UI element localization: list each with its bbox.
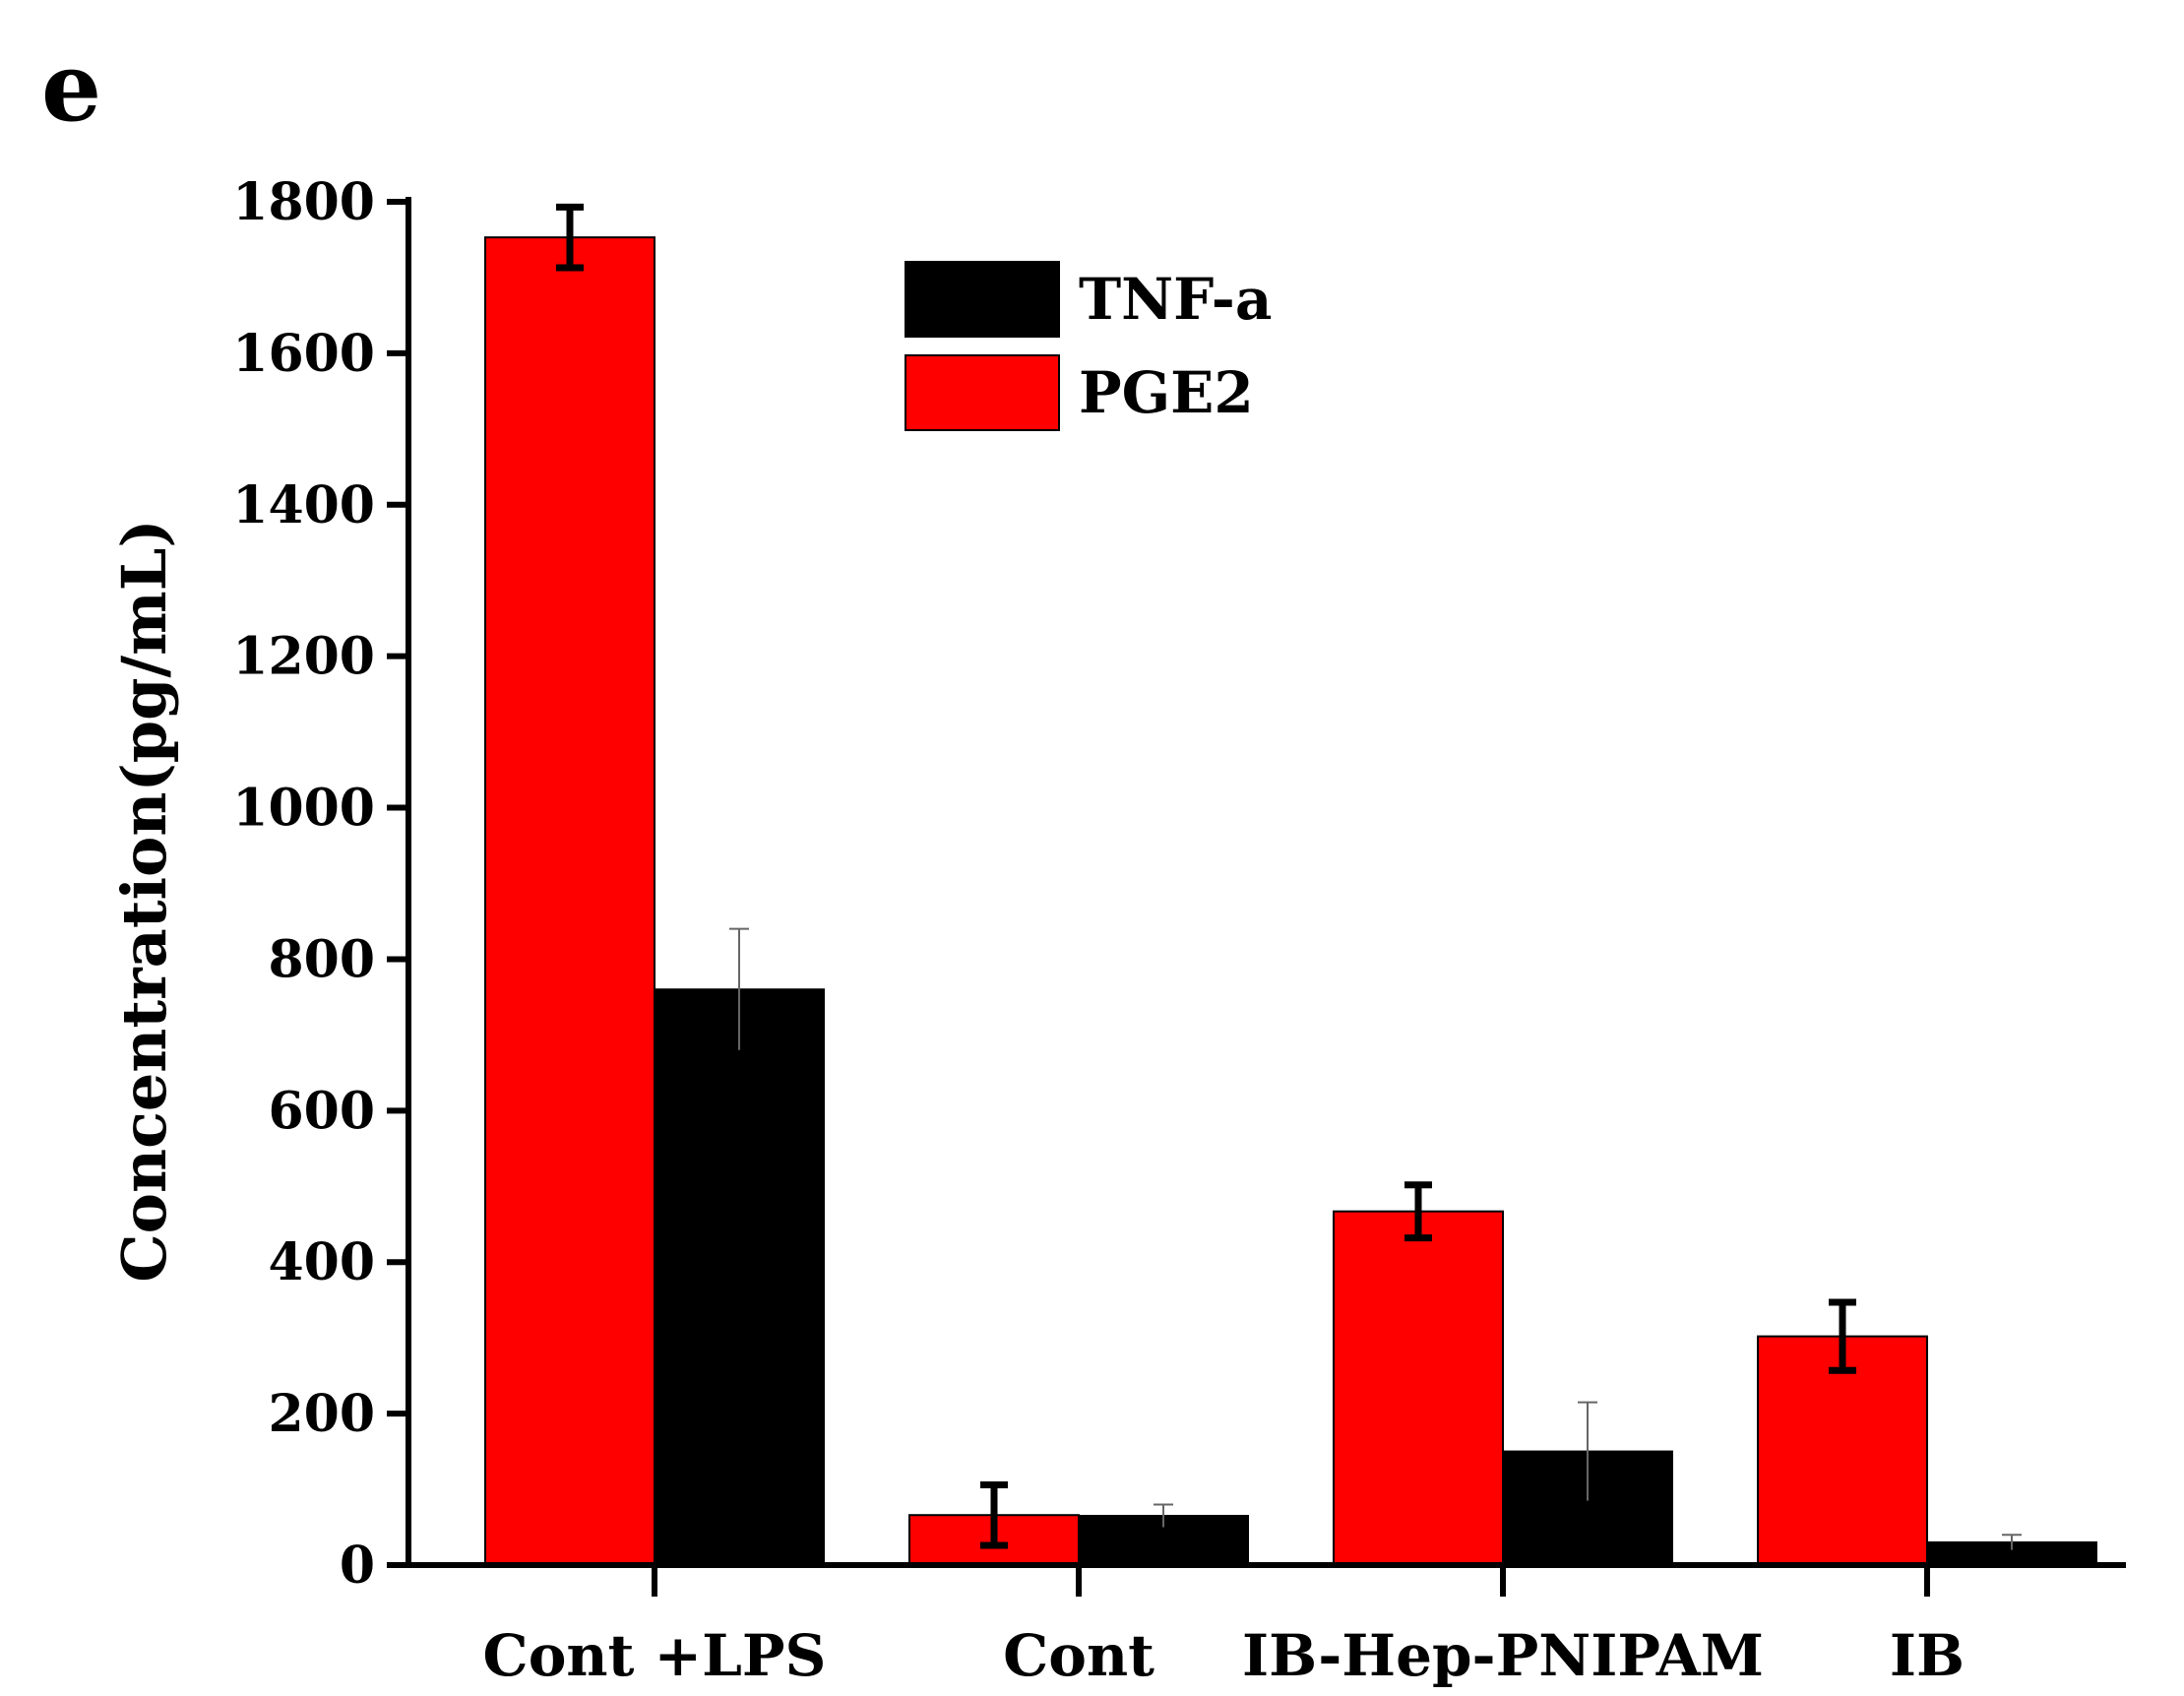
legend-label-pge2: PGE2 — [1079, 359, 1254, 426]
panel-label: e — [41, 31, 101, 143]
y-tick-label-400: 400 — [268, 1232, 375, 1292]
bar-pge2-0 — [484, 236, 655, 1566]
bar-tnf-a-1 — [1078, 1514, 1249, 1566]
y-tick-label-0: 0 — [340, 1536, 375, 1596]
legend-swatch-tnf-a — [905, 261, 1060, 338]
bars-layer — [484, 203, 2097, 1567]
y-tick-label-1600: 1600 — [232, 324, 375, 384]
y-tick-label-1000: 1000 — [232, 779, 375, 839]
legend-swatch-pge2 — [905, 354, 1060, 431]
y-tick-label-800: 800 — [268, 929, 375, 989]
y-tick-label-200: 200 — [268, 1384, 375, 1444]
y-tick-label-1800: 1800 — [232, 172, 375, 232]
bar-pge2-2 — [1333, 1210, 1504, 1566]
x-category-label-3: IB — [1890, 1622, 1965, 1689]
x-category-label-2: IB-Hep-PNIPAM — [1242, 1622, 1764, 1689]
y-tick-label-1200: 1200 — [232, 627, 375, 687]
x-category-label-0: Cont +LPS — [483, 1622, 827, 1689]
x-category-label-1: Cont — [1003, 1622, 1154, 1689]
y-tick-label-1400: 1400 — [232, 475, 375, 535]
y-axis-title: Concentration(pg/mL) — [108, 519, 180, 1282]
axes-layer: 0 200 400 600 800 1000 1200 1400 1600 1800 Cont +L… — [232, 172, 2126, 1689]
legend-label-tnf-a: TNF-a — [1079, 266, 1272, 333]
bar-tnf-a-0 — [654, 988, 825, 1566]
y-tick-label-600: 600 — [268, 1081, 375, 1141]
legend: TNF-a PGE2 — [905, 261, 1272, 431]
